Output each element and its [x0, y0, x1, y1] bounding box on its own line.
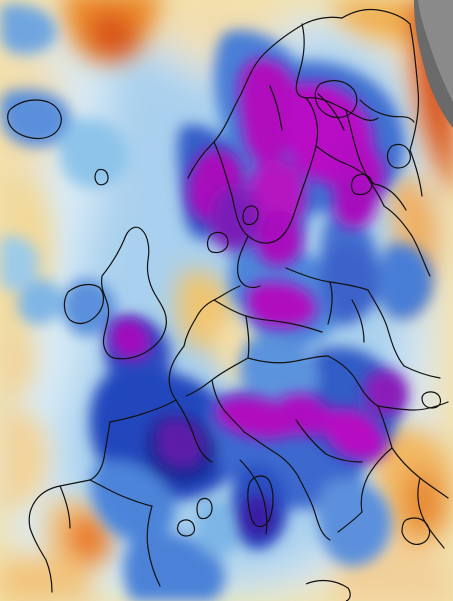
country-outlines	[28, 8, 449, 593]
extreme-cold-zones	[110, 58, 409, 538]
corner-overlay	[414, 0, 453, 128]
island-outlines	[7, 80, 442, 601]
